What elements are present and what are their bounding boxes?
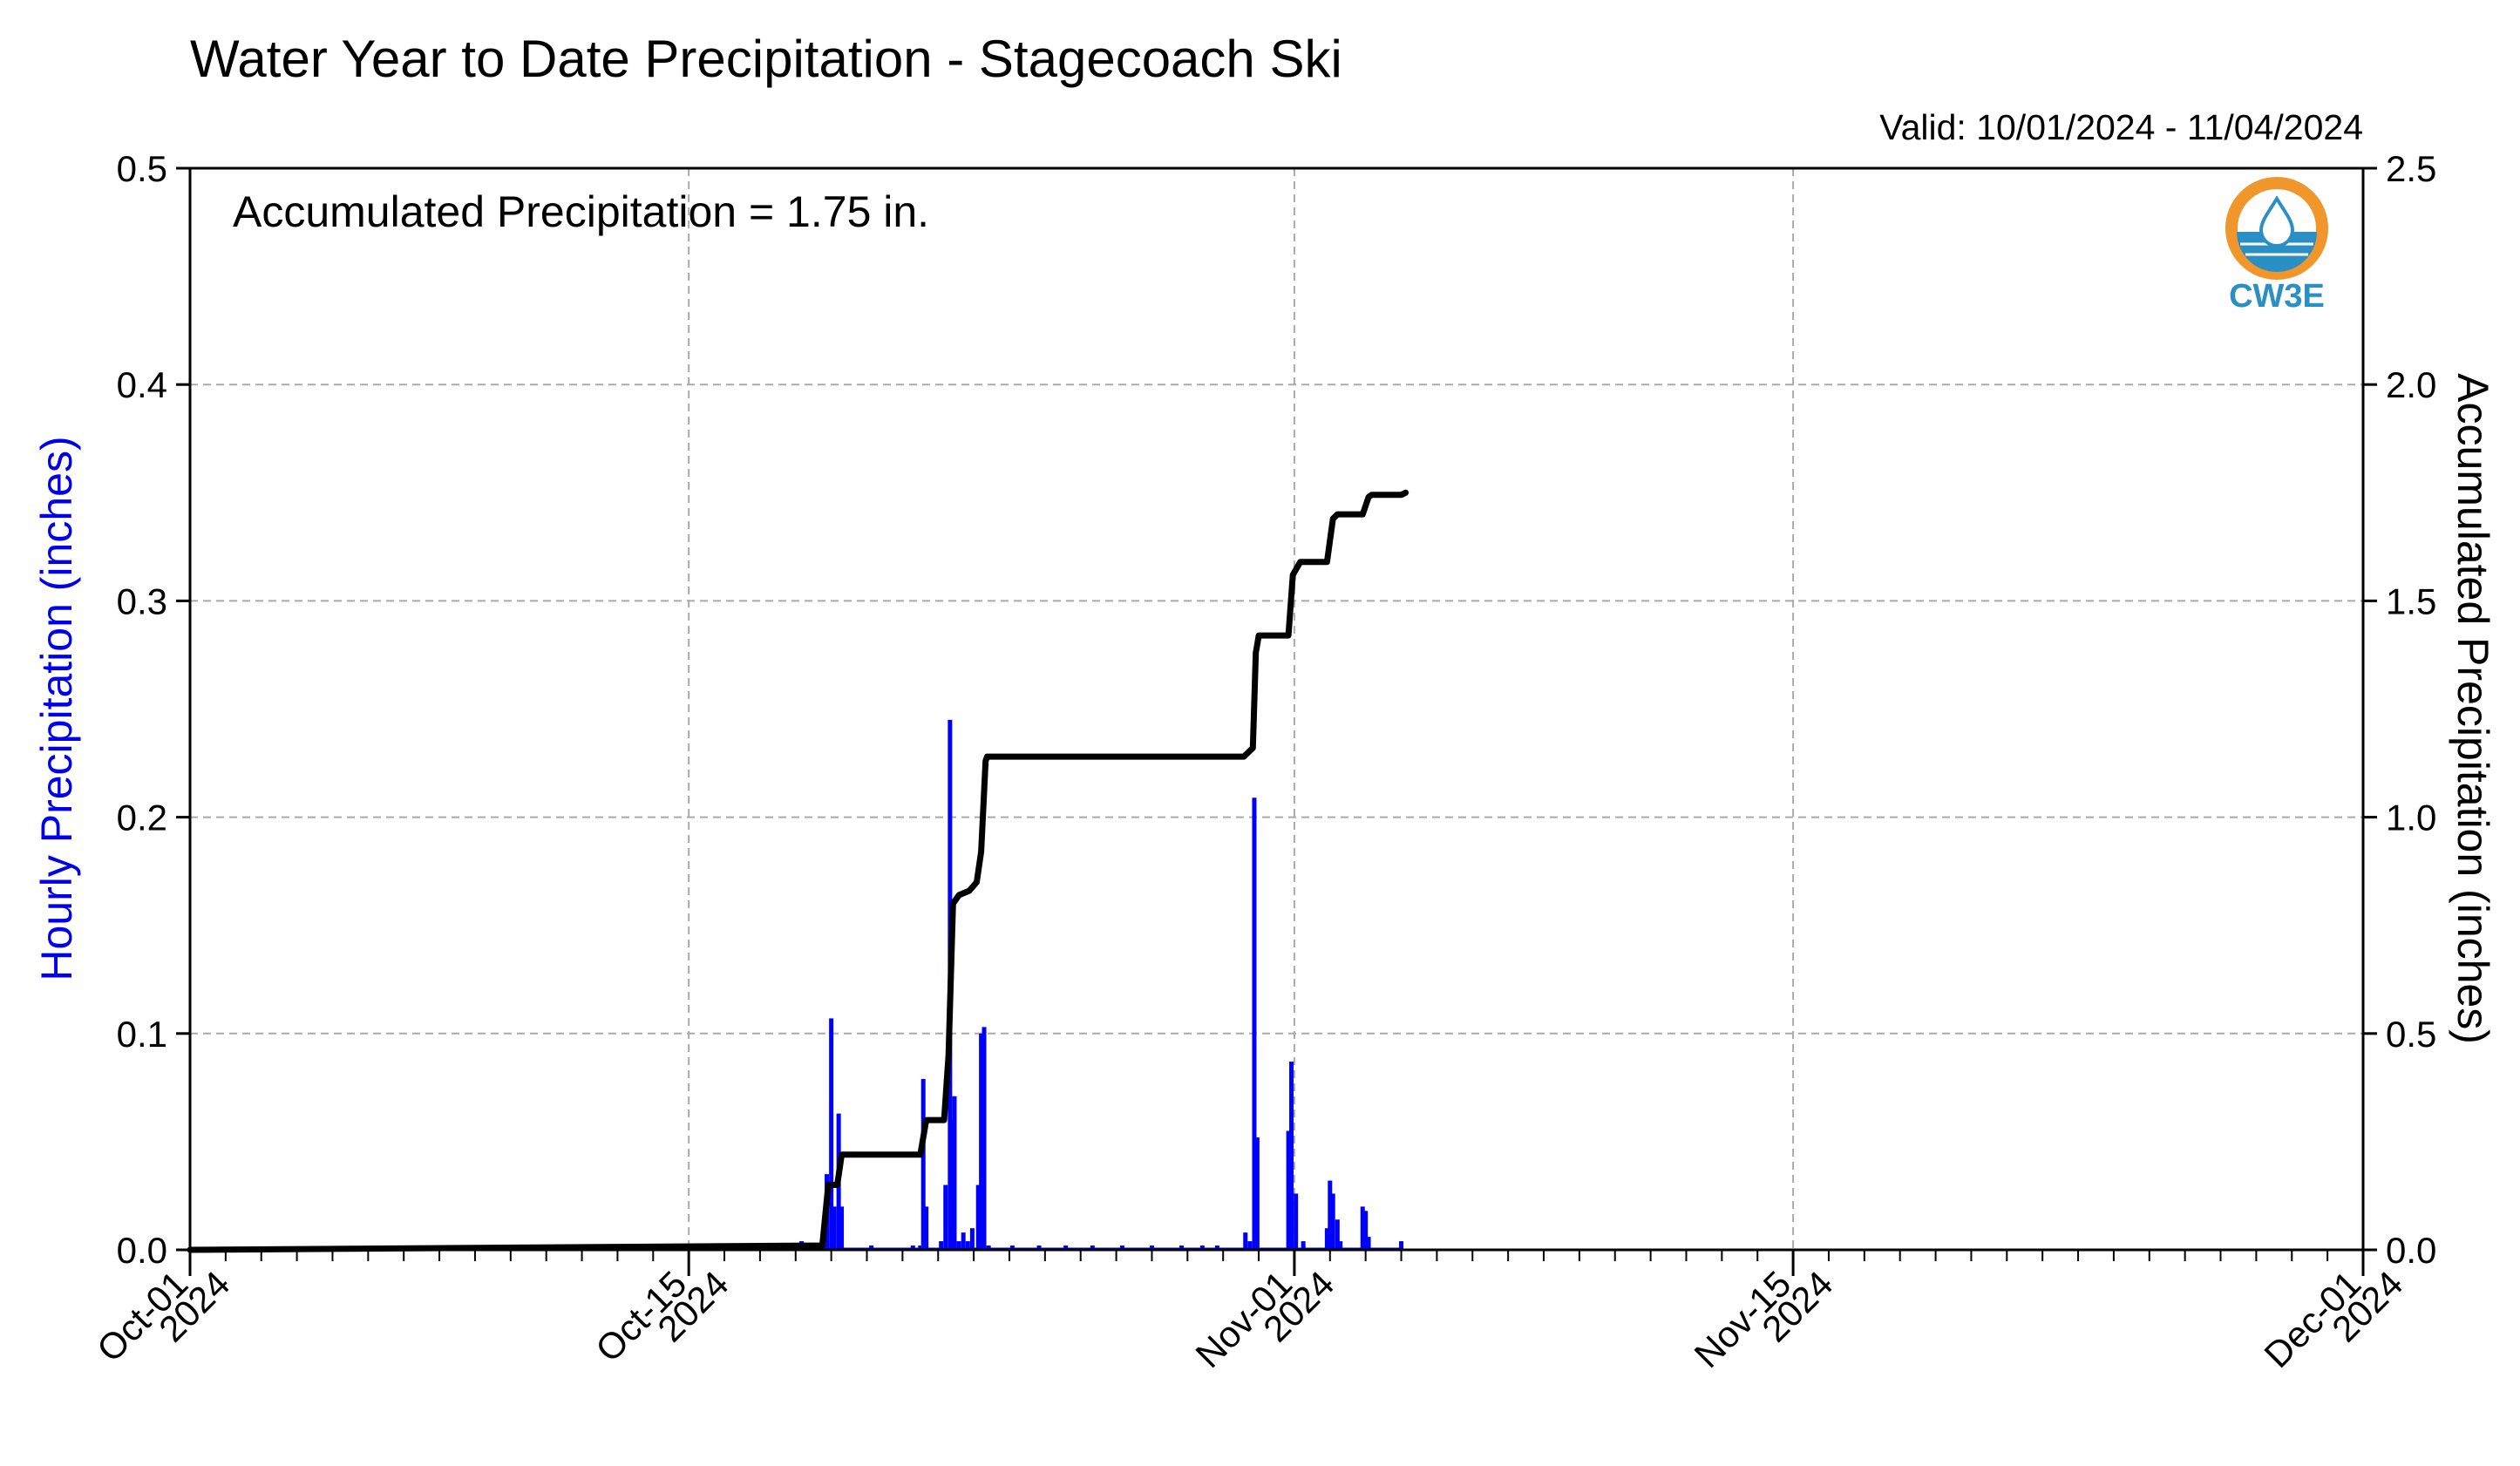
hourly-precip-bar bbox=[1252, 797, 1257, 1250]
hourly-precip-bar bbox=[1179, 1245, 1185, 1250]
hourly-precip-bar bbox=[975, 1184, 981, 1250]
logo-ring bbox=[2225, 177, 2328, 280]
grid-lines bbox=[190, 168, 2363, 1250]
hourly-precip-bar bbox=[918, 1245, 923, 1250]
accumulated-precip-annotation: Accumulated Precipitation = 1.75 in. bbox=[233, 187, 929, 236]
hourly-precip-bar bbox=[869, 1245, 874, 1250]
right-axis-label: Accumulated Precipitation (inches) bbox=[2449, 373, 2497, 1044]
chart-title: Water Year to Date Precipitation - Stage… bbox=[190, 30, 1342, 88]
left-y-tick-label: 0.2 bbox=[117, 797, 167, 838]
hourly-precip-bar bbox=[829, 1018, 834, 1250]
hourly-precip-bar bbox=[1301, 1241, 1306, 1250]
axis-ticks bbox=[176, 166, 2377, 1276]
plot-frame bbox=[188, 166, 2365, 1252]
hourly-precip-bar bbox=[1247, 1241, 1253, 1250]
hourly-precip-bar bbox=[1199, 1245, 1205, 1250]
hourly-precip-bar bbox=[1294, 1193, 1299, 1250]
hourly-precip-bar bbox=[961, 1232, 966, 1250]
hourly-precip-bar bbox=[1036, 1245, 1042, 1250]
hourly-precip-bar bbox=[1366, 1237, 1371, 1250]
accumulated-precip-series bbox=[187, 489, 1409, 1253]
hourly-precip-bar bbox=[1214, 1245, 1219, 1250]
hourly-precip-bar bbox=[1286, 1130, 1291, 1250]
left-y-tick-label: 0.1 bbox=[117, 1014, 167, 1055]
right-y-tick-label: 2.0 bbox=[2386, 364, 2436, 405]
hourly-precip-bar bbox=[969, 1228, 975, 1250]
hourly-precip-bar bbox=[1328, 1180, 1333, 1250]
hourly-precip-bar bbox=[1330, 1193, 1335, 1250]
hourly-precip-bar bbox=[839, 1206, 845, 1250]
hourly-precip-bar bbox=[1063, 1245, 1069, 1250]
hourly-precip-bar bbox=[1009, 1245, 1015, 1250]
hourly-precip-bar bbox=[952, 1096, 957, 1250]
hourly-precip-bar bbox=[943, 1184, 948, 1250]
left-axis-tick-labels: 0.0 0.1 0.2 0.3 0.4 0.5 bbox=[117, 148, 167, 1271]
hourly-precip-bar bbox=[920, 1078, 926, 1250]
hourly-precip-bar bbox=[1360, 1206, 1365, 1250]
right-y-tick-label: 0.5 bbox=[2386, 1014, 2436, 1055]
logo-text: CW3E bbox=[2229, 278, 2325, 315]
cw3e-logo: CW3E bbox=[2225, 177, 2328, 315]
valid-label: Valid: 10/01/2024 - 11/04/2024 bbox=[1879, 107, 2363, 147]
hourly-precip-bar bbox=[965, 1241, 970, 1250]
hourly-precip-bar bbox=[956, 1241, 961, 1250]
accumulated-precip-line bbox=[187, 489, 1409, 1253]
hourly-precip-bar bbox=[939, 1241, 944, 1250]
logo-water bbox=[2237, 232, 2317, 272]
hourly-precip-bar bbox=[1254, 1137, 1260, 1250]
left-y-tick-label: 0.0 bbox=[117, 1230, 167, 1271]
hourly-precip-bar bbox=[982, 1027, 987, 1250]
right-axis-tick-labels: 0.0 0.5 1.0 1.5 2.0 2.5 bbox=[2386, 148, 2436, 1271]
hourly-precip-bar bbox=[1338, 1241, 1343, 1250]
hourly-precip-bar bbox=[1289, 1062, 1294, 1250]
right-y-tick-label: 1.0 bbox=[2386, 797, 2436, 838]
right-y-tick-label: 0.0 bbox=[2386, 1230, 2436, 1271]
hourly-precip-bar bbox=[1090, 1245, 1095, 1250]
hourly-precip-bar bbox=[1324, 1228, 1329, 1250]
hourly-precip-bar bbox=[986, 1245, 991, 1250]
left-y-tick-label: 0.3 bbox=[117, 580, 167, 621]
hourly-precip-bar bbox=[1399, 1241, 1404, 1250]
raindrop-icon bbox=[2258, 195, 2295, 248]
hourly-precip-bar bbox=[1119, 1245, 1124, 1250]
hourly-precip-bar bbox=[979, 1033, 984, 1250]
hourly-precip-bar bbox=[924, 1206, 929, 1250]
hourly-precip-bar bbox=[1335, 1219, 1340, 1250]
left-y-tick-label: 0.5 bbox=[117, 148, 167, 189]
hourly-precip-bar bbox=[832, 1206, 837, 1250]
hourly-precip-bar bbox=[1243, 1232, 1248, 1250]
right-y-tick-label: 2.5 bbox=[2386, 148, 2436, 189]
hourly-precip-bar bbox=[1363, 1211, 1369, 1250]
left-axis-label: Hourly Precipitation (inches) bbox=[32, 436, 81, 981]
left-y-tick-label: 0.4 bbox=[117, 364, 167, 405]
right-y-tick-label: 1.5 bbox=[2386, 580, 2436, 621]
hourly-precip-bar bbox=[910, 1245, 915, 1250]
hourly-precip-bar bbox=[1149, 1245, 1154, 1250]
